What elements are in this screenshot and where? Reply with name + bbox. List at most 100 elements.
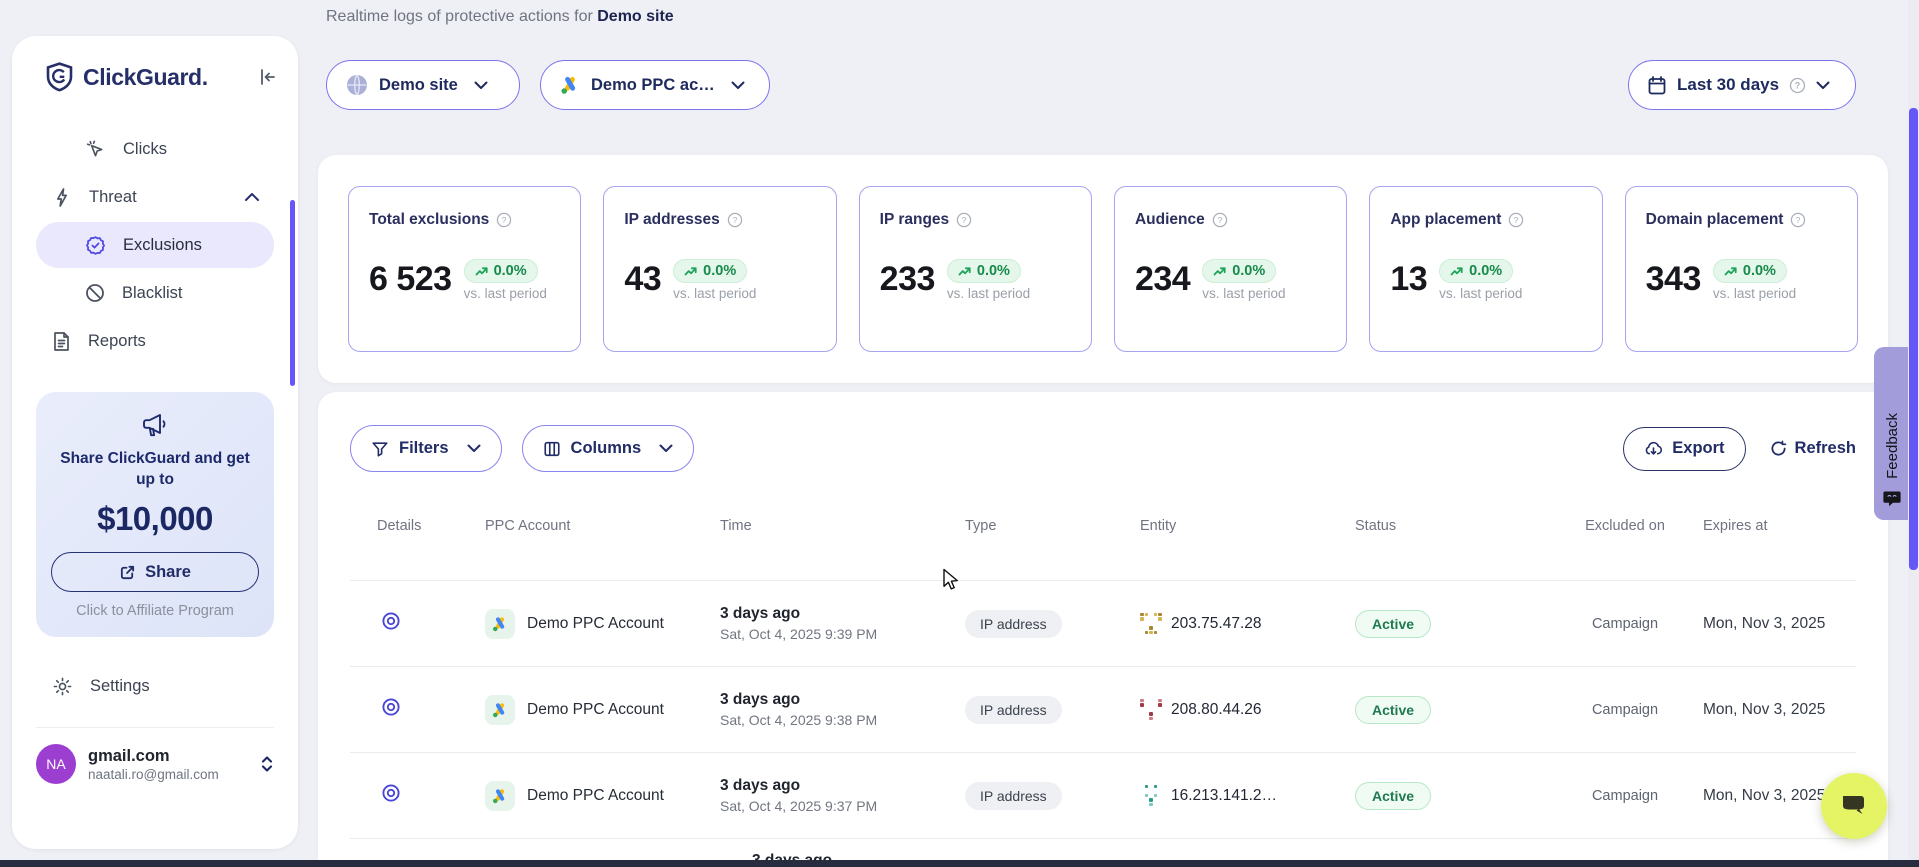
sidebar-item-blacklist[interactable]: Blacklist (36, 270, 274, 316)
chevron-down-icon (731, 81, 745, 90)
affiliate-link[interactable]: Click to Affiliate Program (76, 603, 234, 619)
stat-value: 233 (879, 260, 936, 298)
chat-logo-icon (1882, 489, 1902, 508)
bottom-edge-bar (0, 860, 1919, 867)
stat-sub: vs. last period (463, 286, 547, 301)
stat-sub: vs. last period (1202, 286, 1286, 301)
sidebar-item-threat[interactable]: Threat (36, 174, 274, 220)
help-icon[interactable]: ? (1790, 212, 1806, 228)
sidebar-item-settings[interactable]: Settings (36, 663, 274, 709)
page-subtitle: Realtime logs of protective actions for … (326, 8, 674, 25)
cursor-click-icon (85, 139, 106, 160)
table-toolbar: Filters Columns Export (318, 392, 1888, 472)
view-details-icon[interactable] (381, 697, 401, 717)
help-icon[interactable]: ? (1212, 212, 1228, 228)
table-header-row: Details PPC Account Time Type Entity Sta… (350, 472, 1856, 580)
stat-sub: vs. last period (1712, 286, 1797, 301)
user-name: gmail.com (88, 746, 170, 765)
view-details-icon[interactable] (381, 783, 401, 803)
stat-label: Total exclusions (369, 211, 490, 228)
help-icon[interactable]: ? (1508, 212, 1524, 228)
stat-card-domain-placement: Domain placement ? 343 0.0% vs. last per… (1624, 186, 1858, 352)
stat-card-ip-ranges: IP ranges ? 233 0.0% vs. last period (858, 186, 1092, 352)
cloud-download-icon (1644, 440, 1663, 457)
sidebar-item-exclusions[interactable]: Exclusions (36, 222, 274, 268)
entity-identicon (1140, 698, 1162, 721)
divider (36, 727, 274, 728)
table-row: Demo PPC Account 3 days ago Sat, Oct 4, … (350, 752, 1856, 838)
svg-text:?: ? (732, 215, 737, 225)
table-row: Demo PPC Account 3 days ago Sat, Oct 4, … (350, 666, 1856, 752)
badge-check-icon (85, 235, 106, 256)
feedback-label: Feedback (1883, 413, 1901, 479)
mouse-cursor (941, 568, 961, 592)
stat-change-badge: 0.0% (1202, 259, 1277, 283)
promo-amount: $10,000 (97, 500, 213, 537)
refresh-icon (1770, 440, 1787, 457)
page-scrollbar-thumb[interactable] (1909, 108, 1918, 570)
export-button[interactable]: Export (1623, 426, 1746, 471)
help-icon[interactable]: ? (496, 212, 512, 228)
collapse-sidebar-icon[interactable] (256, 66, 278, 88)
col-header-status: Status (1355, 518, 1397, 534)
col-header-entity: Entity (1140, 518, 1177, 534)
ban-icon (85, 283, 105, 303)
user-email: naatali.ro@gmail.com (88, 766, 219, 782)
refresh-button[interactable]: Refresh (1770, 439, 1856, 458)
share-button[interactable]: Share (51, 552, 259, 592)
document-icon (52, 331, 71, 352)
status-badge: Active (1355, 609, 1432, 638)
sidebar-item-clicks[interactable]: Clicks (36, 126, 274, 172)
affiliate-promo-card[interactable]: Share ClickGuard and get up to $10,000 S… (36, 392, 274, 637)
bolt-icon (52, 187, 72, 208)
funnel-icon (371, 440, 389, 458)
help-icon[interactable]: ? (727, 212, 743, 228)
cell-expires-at: Mon, Nov 3, 2025 (1703, 614, 1826, 632)
entity-identicon (1140, 612, 1162, 635)
stat-change-badge: 0.0% (463, 259, 538, 283)
columns-icon (543, 440, 561, 458)
stat-sub: vs. last period (1439, 286, 1523, 301)
sidebar-item-label: Exclusions (123, 235, 202, 254)
cell-time-relative: 3 days ago (720, 691, 801, 708)
stat-label: Audience (1134, 211, 1205, 228)
external-link-icon (119, 564, 136, 581)
col-header-time: Time (720, 518, 752, 534)
account-switcher[interactable]: NA gmail.com naatali.ro@gmail.com (36, 744, 274, 784)
date-range-selector[interactable]: Last 30 days ? (1628, 60, 1856, 110)
feedback-tab[interactable]: Feedback (1874, 347, 1910, 520)
chevron-down-icon (467, 444, 481, 452)
date-range-value: Last 30 days (1677, 75, 1780, 94)
stat-label: IP ranges (879, 211, 950, 228)
sidebar-item-reports[interactable]: Reports (36, 318, 274, 364)
svg-text:?: ? (1795, 80, 1800, 90)
site-selector[interactable]: Demo site (326, 60, 520, 110)
clickguard-logo-icon (46, 62, 73, 92)
view-details-icon[interactable] (381, 611, 401, 631)
chat-bubble-icon (1839, 792, 1869, 820)
chat-widget-button[interactable] (1821, 773, 1887, 839)
columns-button[interactable]: Columns (521, 425, 695, 472)
ppc-account-selector[interactable]: Demo PPC ac… (540, 60, 770, 110)
avatar: NA (36, 744, 76, 784)
stat-label: App placement (1390, 211, 1502, 228)
cell-expires-at: Mon, Nov 3, 2025 (1703, 700, 1826, 718)
sidebar-scrollbar[interactable] (290, 200, 295, 386)
globe-icon (345, 73, 369, 97)
help-icon[interactable]: ? (956, 212, 972, 228)
stat-value: 234 (1134, 260, 1191, 298)
chevron-up-icon (244, 192, 274, 202)
cell-type-badge: IP address (965, 609, 1062, 638)
stat-card-app-placement: App placement ? 13 0.0% vs. last period (1369, 186, 1603, 352)
sidebar: ClickGuard. Clicks (12, 36, 298, 849)
cell-excluded-on: Campaign (1591, 787, 1659, 804)
svg-text:?: ? (962, 215, 967, 225)
ppc-account-selector-value: Demo PPC ac… (591, 75, 715, 94)
cell-entity: 208.80.44.26 (1171, 700, 1262, 718)
filters-button[interactable]: Filters (350, 425, 502, 472)
settings-label: Settings (90, 676, 150, 695)
cell-account: Demo PPC Account (527, 786, 664, 804)
google-ads-icon (485, 694, 515, 725)
filters-button-label: Filters (399, 439, 449, 457)
